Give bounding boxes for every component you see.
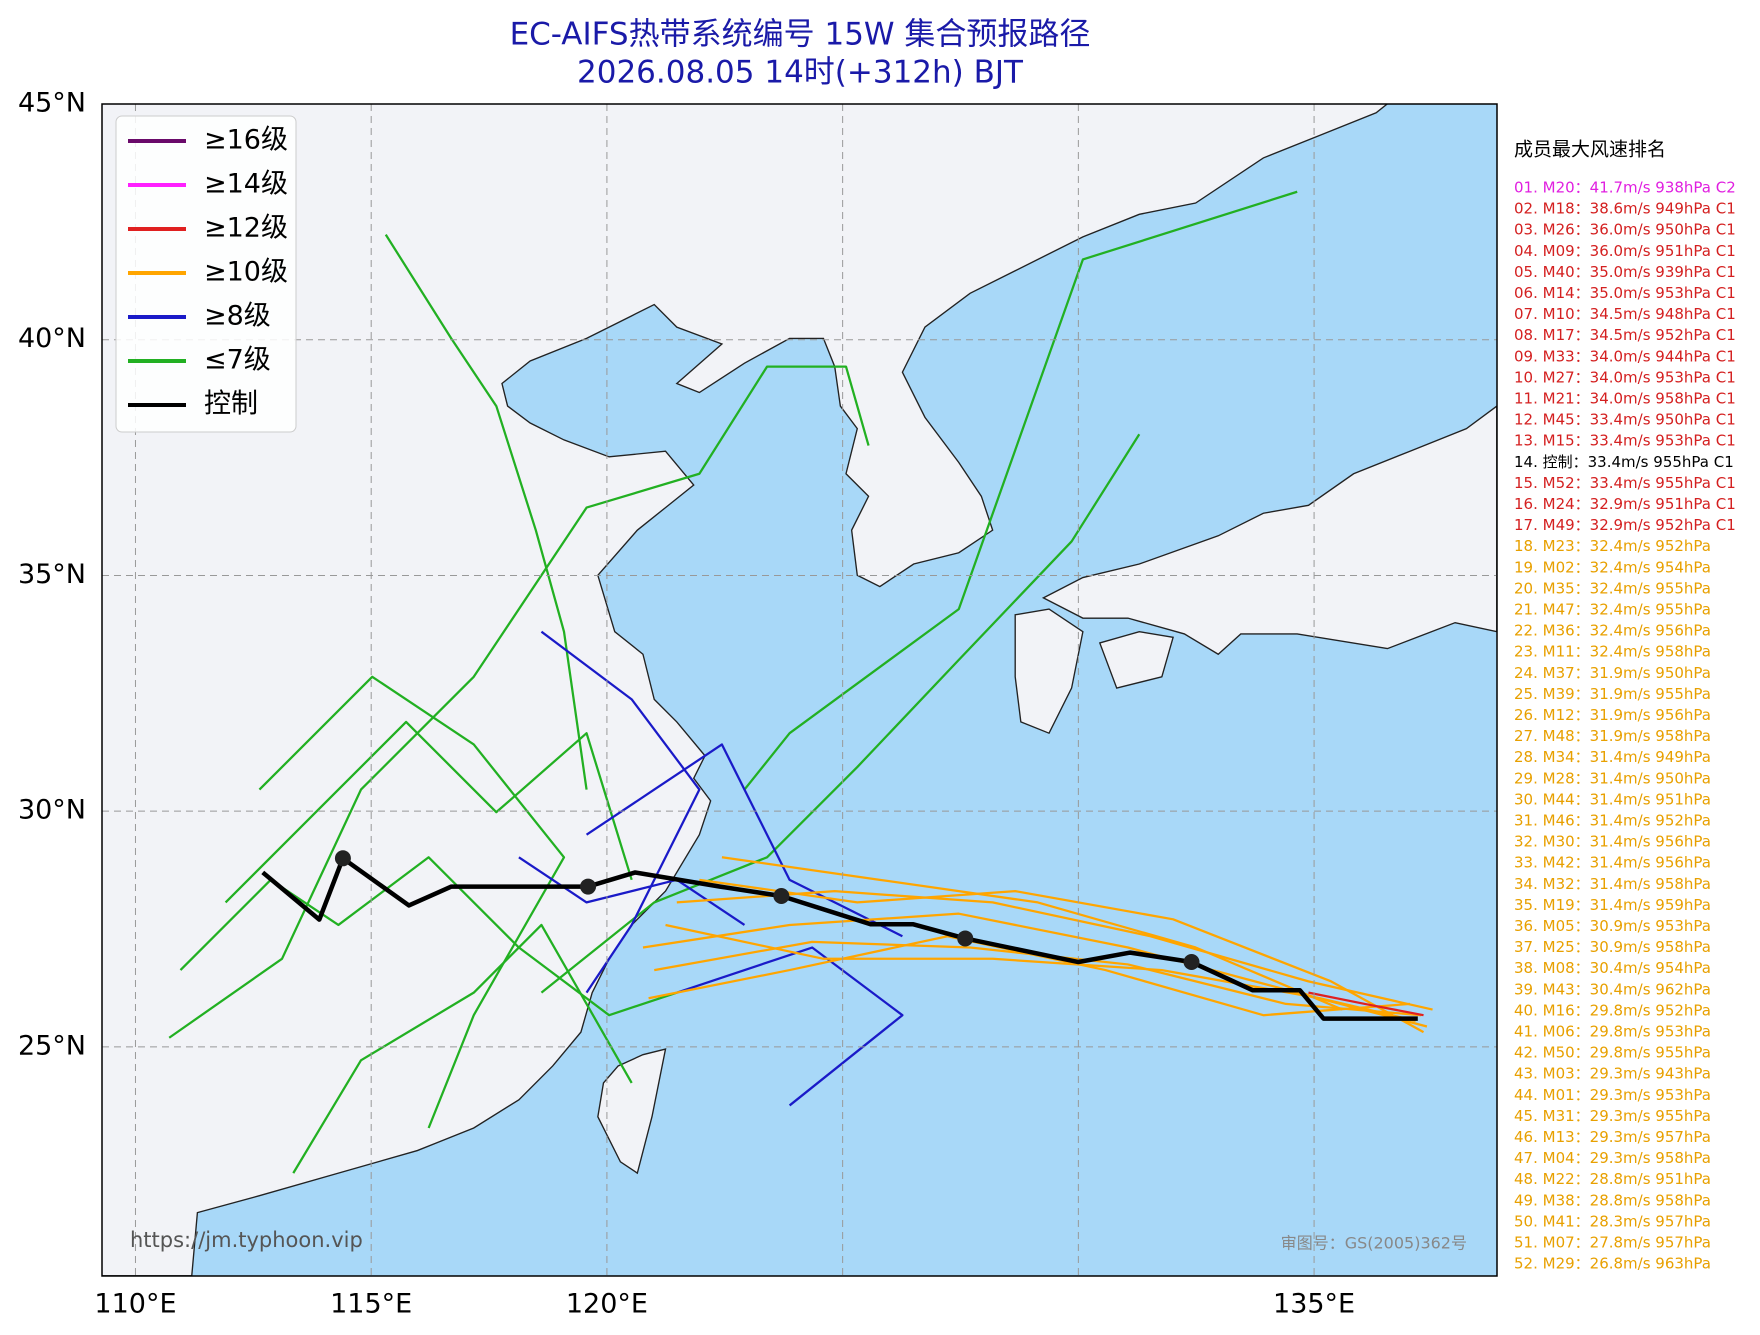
title: EC-AIFS热带系统编号 15W 集合预报路径 [510, 17, 1091, 53]
ranking-item: 37. M25：30.9m/s 958hPa [1514, 938, 1711, 956]
watermark: https://jm.typhoon.vip [130, 1228, 363, 1252]
ranking-item: 42. M50：29.8m/s 955hPa [1514, 1044, 1711, 1062]
ranking-item: 32. M30：31.4m/s 956hPa [1514, 833, 1711, 851]
ranking-item: 02. M18：38.6m/s 949hPa C1 [1514, 200, 1736, 218]
ranking-item: 17. M49：32.9m/s 952hPa C1 [1514, 516, 1736, 534]
control-point [1183, 954, 1200, 971]
ranking-item: 01. M20：41.7m/s 938hPa C2 [1514, 179, 1736, 197]
ranking-item: 26. M12：31.9m/s 956hPa [1514, 706, 1711, 724]
kyushu [1014, 608, 1084, 735]
ranking-item: 45. M31：29.3m/s 955hPa [1514, 1107, 1711, 1125]
ranking-item: 15. M52：33.4m/s 955hPa C1 [1514, 474, 1736, 492]
ranking-item: 36. M05：30.9m/s 953hPa [1514, 917, 1711, 935]
map-frame [101, 103, 1498, 1277]
ranking-item: 31. M46：31.4m/s 952hPa [1514, 812, 1711, 830]
ranking-item: 28. M34：31.4m/s 949hPa [1514, 748, 1711, 766]
ranking-item: 03. M26：36.0m/s 950hPa C1 [1514, 221, 1736, 239]
control-point [580, 878, 597, 895]
land [102, 104, 1497, 1276]
lat-tick-label: 45°N [18, 88, 86, 119]
ranking-item: 12. M45：33.4m/s 950hPa C1 [1514, 411, 1736, 429]
control-point [957, 930, 974, 947]
ranking-item: 11. M21：34.0m/s 958hPa C1 [1514, 390, 1736, 408]
legend-label: ≥14级 [204, 169, 288, 200]
ranking-title: 成员最大风速排名 [1514, 139, 1666, 161]
map-layer [102, 104, 1497, 1276]
ranking-item: 24. M37：31.9m/s 950hPa [1514, 664, 1711, 682]
control-track [261, 856, 1418, 1021]
subtitle: 2026.08.05 14时(+312h) BJT [577, 55, 1024, 91]
ranking-item: 52. M29：26.8m/s 963hPa [1514, 1255, 1711, 1273]
ranking: 成员最大风速排名 01. M20：41.7m/s 938hPa C2 02. M1… [1514, 139, 1736, 1273]
ranking-item: 06. M14：35.0m/s 953hPa C1 [1514, 284, 1736, 302]
lat-tick-label: 25°N [18, 1030, 86, 1061]
ranking-item: 47. M04：29.3m/s 958hPa [1514, 1149, 1711, 1167]
ranking-item: 46. M13：29.3m/s 957hPa [1514, 1128, 1711, 1146]
ranking-item: 19. M02：32.4m/s 954hPa [1514, 558, 1711, 576]
ranking-item: 07. M10：34.5m/s 948hPa C1 [1514, 305, 1736, 323]
ranking-item: 44. M01：29.3m/s 953hPa [1514, 1086, 1711, 1104]
legend-label: ≥16级 [204, 125, 288, 156]
legend-label: 控制 [204, 389, 258, 420]
ranking-item: 23. M11：32.4m/s 958hPa [1514, 643, 1711, 661]
lon-tick-label: 135°E [1273, 1289, 1355, 1320]
ranking-item: 16. M24：32.9m/s 951hPa C1 [1514, 495, 1736, 513]
legend-label: ≤7级 [204, 345, 271, 376]
ensemble-tracks [168, 190, 1433, 1174]
ranking-item: 18. M23：32.4m/s 952hPa [1514, 537, 1711, 555]
ranking-item: 49. M38：28.8m/s 958hPa [1514, 1191, 1711, 1209]
shikoku [1098, 630, 1174, 689]
lat-tick-label: 30°N [18, 795, 86, 826]
legend-box [115, 115, 297, 433]
ranking-item: 27. M48：31.9m/s 958hPa [1514, 727, 1711, 745]
taiwan [597, 1048, 667, 1175]
lat-tick-label: 35°N [18, 559, 86, 590]
legend-label: ≥8级 [204, 301, 271, 332]
ranking-item: 13. M15：33.4m/s 953hPa C1 [1514, 432, 1736, 450]
lon-tick-label: 110°E [94, 1289, 176, 1320]
ranking-item: 51. M07：27.8m/s 957hPa [1514, 1234, 1711, 1252]
ranking-item: 22. M36：32.4m/s 956hPa [1514, 622, 1711, 640]
control-point [334, 850, 351, 867]
ranking-item: 43. M03：29.3m/s 943hPa [1514, 1065, 1711, 1083]
ranking-item: 41. M06：29.8m/s 953hPa [1514, 1023, 1711, 1041]
ranking-item: 08. M17：34.5m/s 952hPa C1 [1514, 326, 1736, 344]
ranking-item: 25. M39：31.9m/s 955hPa [1514, 685, 1711, 703]
ranking-item: 10. M27：34.0m/s 953hPa C1 [1514, 368, 1736, 386]
ranking-item: 48. M22：28.8m/s 951hPa [1514, 1170, 1711, 1188]
control-track-layer [261, 850, 1418, 1021]
ranking-item: 39. M43：30.4m/s 962hPa [1514, 980, 1711, 998]
ranking-item: 21. M47：32.4m/s 955hPa [1514, 601, 1711, 619]
ranking-item: 05. M40：35.0m/s 939hPa C1 [1514, 263, 1736, 281]
ranking-item: 50. M41：28.3m/s 957hPa [1514, 1212, 1711, 1230]
ranking-item: 40. M16：29.8m/s 952hPa [1514, 1001, 1711, 1019]
ranking-item: 29. M28：31.4m/s 950hPa [1514, 769, 1711, 787]
ranking-item: 09. M33：34.0m/s 944hPa C1 [1514, 347, 1736, 365]
ranking-item: 35. M19：31.4m/s 959hPa [1514, 896, 1711, 914]
legend-label: ≥12级 [204, 213, 288, 244]
ranking-item: 33. M42：31.4m/s 956hPa [1514, 854, 1711, 872]
ranking-item: 30. M44：31.4m/s 951hPa [1514, 790, 1711, 808]
legend-label: ≥10级 [204, 257, 288, 288]
ranking-item: 04. M09：36.0m/s 951hPa C1 [1514, 242, 1736, 260]
lon-tick-label: 115°E [330, 1289, 412, 1320]
ranking-item: 20. M35：32.4m/s 955hPa [1514, 579, 1711, 597]
ranking-item: 14. 控制：33.4m/s 955hPa C1 [1514, 453, 1734, 471]
approval-number: 审图号：GS(2005)362号 [1281, 1234, 1467, 1253]
ranking-item: 34. M32：31.4m/s 958hPa [1514, 875, 1711, 893]
ranking-item: 38. M08：30.4m/s 954hPa [1514, 959, 1711, 977]
lon-tick-label: 120°E [566, 1289, 648, 1320]
control-point [773, 888, 790, 905]
lat-tick-label: 40°N [18, 323, 86, 354]
